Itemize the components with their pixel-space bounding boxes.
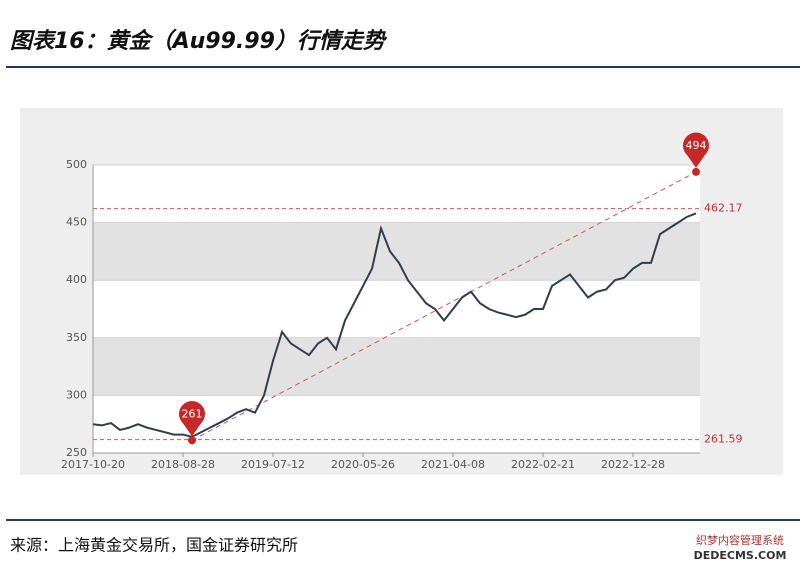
mark-line-label: 261.59 [704,433,743,446]
y-tick-label: 400 [66,273,87,286]
watermark: DEDECMS.COM [694,549,787,562]
x-tick-label: 2022-12-28 [601,458,665,471]
chart-title: 图表16：黄金（Au99.99）行情走势 [10,28,388,54]
x-tick-label: 2019-07-12 [241,458,305,471]
band [93,222,700,281]
x-tick-label: 2020-05-26 [331,458,395,471]
y-tick-label: 250 [66,446,87,459]
band [93,337,700,396]
y-tick-label: 300 [66,388,87,401]
y-tick-label: 450 [66,216,87,229]
source: 来源：上海黄金交易所，国金证券研究所 [10,536,298,555]
mark-line-label: 462.17 [704,202,743,215]
x-tick-label: 2021-04-08 [421,458,485,471]
x-tick-label: 2022-02-21 [511,458,575,471]
mark-pin [179,400,205,437]
mark-pin [683,132,710,168]
y-tick-label: 500 [66,158,87,171]
mark-point-dot [692,167,700,176]
x-tick-label: 2017-10-20 [61,458,125,471]
watermark: 织梦内容管理系统 [696,533,784,547]
mark-point-label: 494 [686,139,707,152]
y-tick-label: 350 [66,331,87,344]
x-tick-label: 2018-08-28 [151,458,215,471]
plot: 250 300 350 400 450 500 2017-10-20 2018-08-28 20… [61,132,743,471]
price-line [92,212,697,438]
mark-point-dot [188,436,196,445]
mark-point-label: 261 [182,407,203,420]
